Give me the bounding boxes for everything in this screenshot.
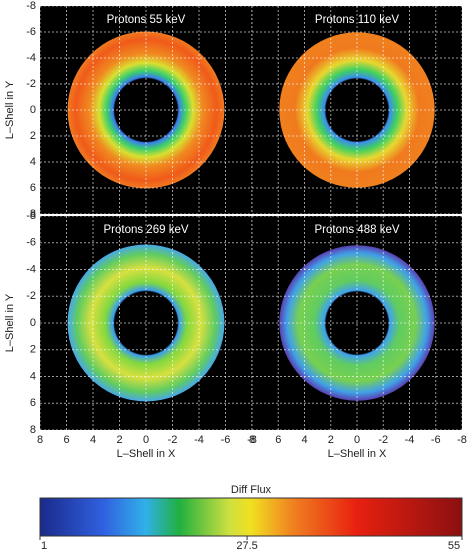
y-tick-label: -2 [26,78,36,90]
x-axis-label: L–Shell in X [117,448,176,460]
y-tick-label: -6 [26,26,36,38]
x-tick-label: -6 [431,434,441,446]
y-tick-label: -8 [26,210,36,222]
y-tick-label: -2 [26,290,36,302]
y-axis-label: L–Shell in Y [4,80,16,139]
colorbar-tick-label: 27.5 [236,540,257,551]
y-tick-label: 2 [30,344,36,356]
panel-title: Protons 55 keV [107,14,186,26]
x-tick-label: 4 [90,434,96,446]
x-tick-label: 0 [143,434,149,446]
y-tick-label: 8 [30,424,36,436]
x-tick-label: 2 [116,434,122,446]
colorbar [39,497,463,537]
y-tick-label: -4 [26,52,36,64]
x-tick-label: 8 [37,434,43,446]
panel-title: Protons 269 keV [103,224,188,236]
x-tick-label: 2 [328,434,334,446]
x-axis-label: L–Shell in X [328,448,387,460]
y-tick-label: 8 [30,208,36,220]
y-tick-label: 2 [30,130,36,142]
y-tick-label: 6 [30,182,36,194]
colorbar-title: Diff Flux [231,484,272,496]
x-tick-label: -8 [457,434,467,446]
x-tick-label: -4 [405,434,415,446]
x-tick-label: 0 [354,434,360,446]
x-tick-label: 8 [249,434,255,446]
panel-title: Protons 488 keV [314,224,399,236]
y-tick-label: 4 [30,156,36,168]
y-tick-label: 0 [30,104,36,116]
y-tick-label: 6 [30,397,36,409]
x-tick-label: -8 [247,434,257,446]
panel-title: Protons 110 keV [315,14,400,26]
x-tick-label: -6 [221,434,231,446]
x-tick-label: -2 [168,434,178,446]
y-tick-label: -4 [26,263,36,275]
x-tick-label: 6 [63,434,69,446]
colorbar-tick-label: 55 [448,540,460,551]
colorbar-tick-label: 1 [41,540,47,551]
x-tick-label: -2 [378,434,388,446]
x-tick-label: -4 [194,434,204,446]
x-tick-label: 6 [275,434,281,446]
y-tick-label: -8 [26,0,36,12]
y-tick-label: 4 [30,370,36,382]
x-tick-label: 4 [301,434,307,446]
y-tick-label: -6 [26,237,36,249]
y-tick-label: 0 [30,317,36,329]
y-axis-label: L–Shell in Y [4,293,16,352]
